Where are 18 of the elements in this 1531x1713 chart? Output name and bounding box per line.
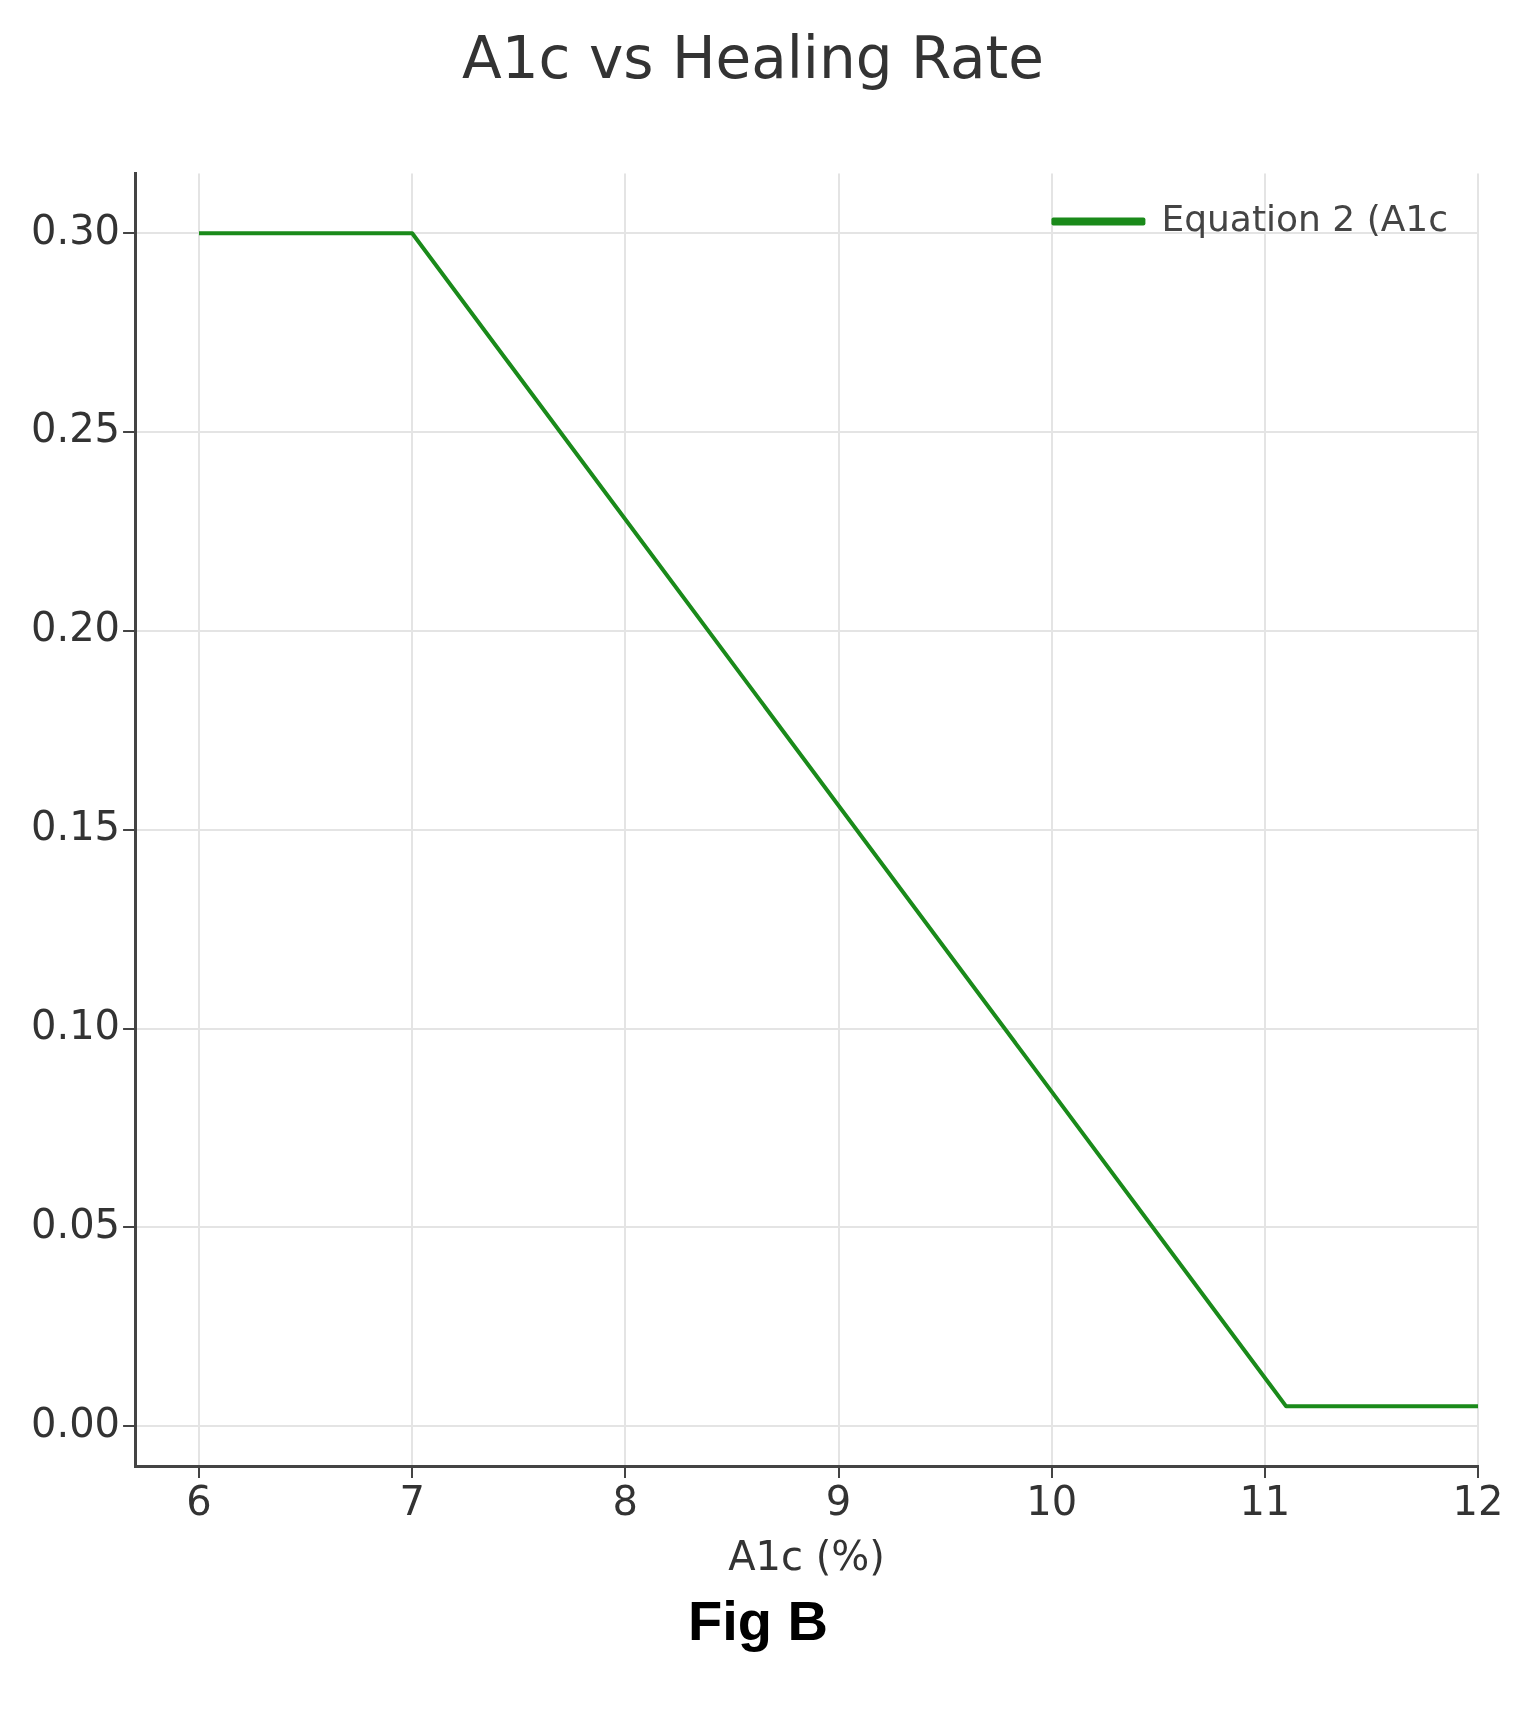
text: Fig B	[687, 1588, 829, 1653]
x-tick-label: 11	[1239, 1478, 1291, 1525]
x-tick-label: 6	[186, 1478, 212, 1525]
x-tick-label: 10	[1026, 1478, 1078, 1525]
y-tick-label: 0.30	[31, 206, 121, 253]
x-tick-label: 9	[825, 1478, 852, 1525]
y-tick-label: 0.10	[31, 1001, 121, 1048]
x-tick-label: 8	[612, 1478, 639, 1525]
y-tick-label: 0.20	[31, 604, 121, 651]
x-tick-label: 7	[399, 1478, 425, 1525]
chart-title: A1c vs Healing Rate	[462, 23, 1044, 92]
y-tick-label: 0.25	[31, 405, 121, 452]
y-tick-label: 0.15	[31, 803, 121, 850]
y-tick-label: 0.00	[31, 1399, 121, 1446]
y-tick-label: 0.05	[31, 1200, 121, 1247]
x-tick-label: 12	[1452, 1478, 1504, 1525]
legend-label: Equation 2 (A1c	[1161, 197, 1448, 239]
x-axis-title: A1c (%)	[728, 1533, 885, 1580]
